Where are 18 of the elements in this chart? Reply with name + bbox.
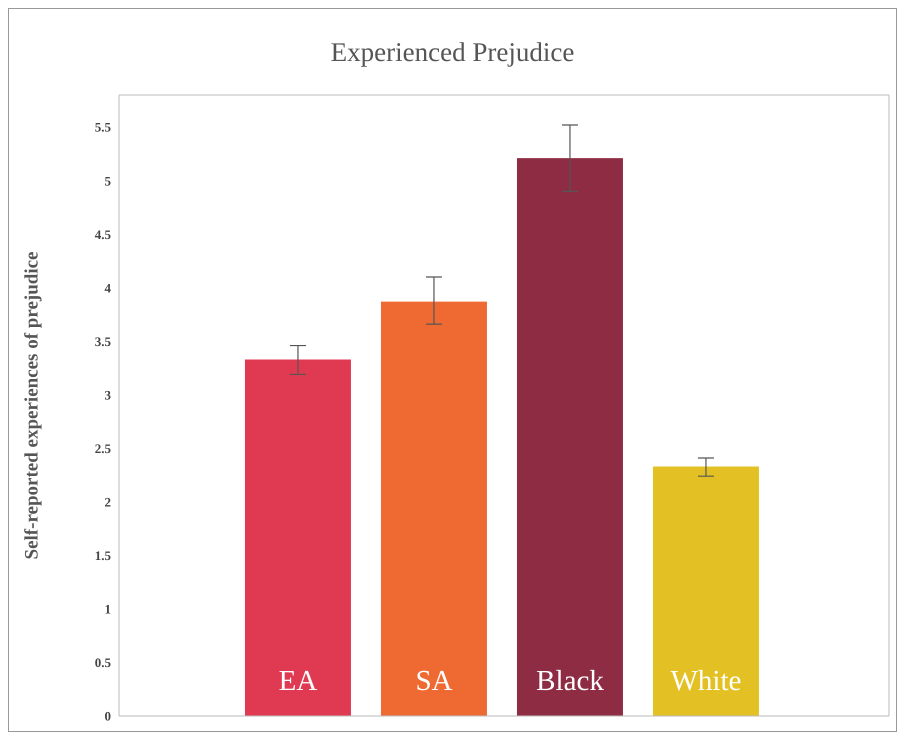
y-tick-label: 0.5 — [94, 655, 112, 670]
y-tick-label: 4 — [104, 280, 112, 296]
x-tick-label: SA — [415, 665, 453, 697]
x-tick-label: White — [670, 665, 742, 697]
y-tick-label: 2.5 — [94, 440, 112, 456]
y-tick-label: 5 — [104, 173, 112, 188]
y-tick-label: 3.5 — [94, 334, 112, 349]
y-tick-label: 1.5 — [94, 548, 112, 564]
y-tick-label: 2 — [104, 494, 111, 510]
y-tick-label: 5.5 — [94, 120, 112, 135]
chart-title: Experienced Prejudice — [330, 37, 576, 68]
y-tick-label: 3 — [104, 387, 112, 402]
y-tick-label: 4.5 — [94, 226, 112, 242]
y-axis-title: Self-reported experiences of prejudice — [22, 252, 43, 560]
y-tick-label: 0 — [104, 708, 111, 724]
y-tick-label: 1 — [104, 602, 111, 617]
x-tick-label: EA — [278, 665, 318, 697]
x-tick-label: Black — [536, 665, 604, 697]
